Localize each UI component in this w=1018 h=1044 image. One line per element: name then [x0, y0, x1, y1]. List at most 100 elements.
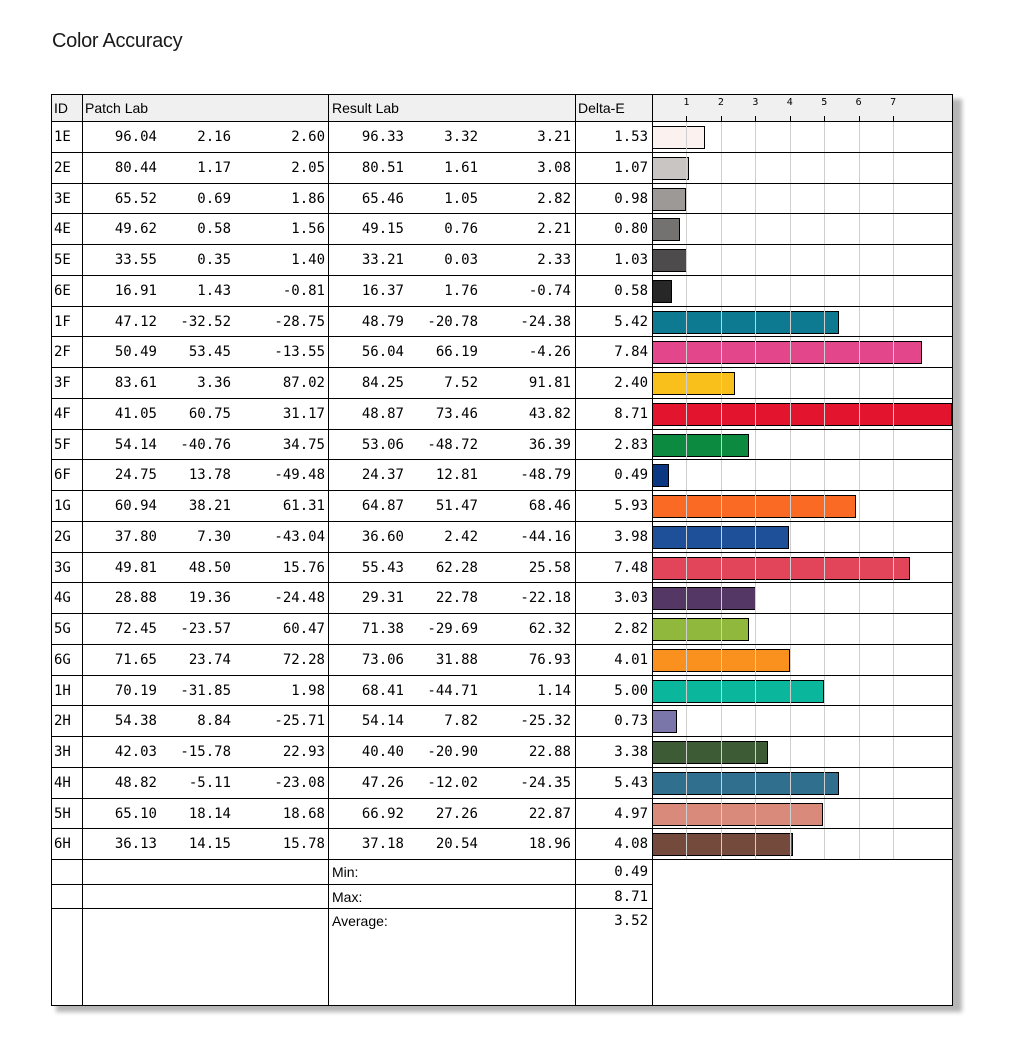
patch-a: 48.50 — [188, 559, 231, 576]
patch-l: 49.81 — [114, 559, 157, 576]
table-row: 3H 42.03 -15.78 22.93 40.40 -20.90 22.88 3.38 — [52, 737, 952, 768]
result-b: 18.96 — [528, 836, 571, 853]
grid-line — [893, 122, 895, 860]
delta-e-value: 2.82 — [614, 621, 648, 637]
result-l: 84.25 — [361, 375, 404, 391]
patch-b: 1.86 — [291, 190, 325, 207]
table-row: 1E 96.04 2.16 2.60 96.33 3.32 3.21 1.53 — [52, 122, 952, 153]
axis-tick — [893, 116, 895, 122]
row-divider — [52, 908, 652, 909]
delta-e-bar — [652, 372, 735, 395]
patch-l: 36.13 — [114, 836, 157, 853]
result-b: 3.08 — [537, 159, 571, 176]
patch-a: 8.84 — [197, 713, 231, 730]
delta-e-value: 1.03 — [614, 252, 648, 268]
row-id: 4E — [54, 221, 71, 238]
result-l: 47.26 — [361, 774, 404, 791]
axis-tick-label: 5 — [821, 97, 828, 108]
patch-b: 72.28 — [282, 651, 325, 668]
result-a: 0.03 — [444, 252, 478, 268]
patch-l: 28.88 — [114, 590, 157, 607]
patch-b: -43.04 — [274, 528, 325, 545]
row-divider — [52, 428, 952, 430]
result-l: 53.06 — [361, 436, 404, 453]
result-b: 2.21 — [537, 221, 571, 238]
result-l: 24.37 — [361, 467, 404, 484]
table-row: 4G 28.88 19.36 -24.48 29.31 22.78 -22.18 3.03 — [52, 583, 952, 614]
patch-l: 49.62 — [114, 221, 157, 238]
patch-l: 60.94 — [114, 498, 157, 514]
delta-e-value: 7.84 — [614, 344, 648, 361]
row-id: 3E — [54, 190, 71, 207]
table-row: 6F 24.75 13.78 -49.48 24.37 12.81 -48.79 0.49 — [52, 460, 952, 491]
result-b: 36.39 — [528, 436, 571, 453]
row-divider — [52, 274, 952, 276]
grid-line — [824, 122, 826, 860]
delta-e-value: 4.97 — [614, 805, 648, 822]
result-b: 22.87 — [528, 805, 571, 822]
summary-value: 8.71 — [614, 888, 648, 905]
result-l: 48.79 — [361, 313, 404, 330]
patch-b: -28.75 — [274, 313, 325, 330]
table-row: 6E 16.91 1.43 -0.81 16.37 1.76 -0.74 0.58 — [52, 276, 952, 307]
axis-tick-label: 1 — [683, 97, 690, 108]
result-a: 12.81 — [435, 467, 478, 484]
table-row: 4F 41.05 60.75 31.17 48.87 73.46 43.82 8.71 — [52, 399, 952, 430]
patch-b: -24.48 — [274, 590, 325, 607]
patch-l: 83.61 — [114, 375, 157, 391]
header-delta-e: Delta-E — [578, 100, 625, 116]
row-divider — [52, 736, 952, 737]
result-b: 2.33 — [537, 252, 571, 268]
patch-b: 31.17 — [282, 405, 325, 422]
row-divider — [52, 797, 952, 799]
patch-b: 1.98 — [291, 682, 325, 699]
table-row: 2F 50.49 53.45 -13.55 56.04 66.19 -4.26 7.84 — [52, 337, 952, 368]
row-divider — [52, 520, 952, 522]
result-a: 51.47 — [435, 498, 478, 514]
result-a: 2.42 — [444, 528, 478, 545]
table-row: 3G 49.81 48.50 15.76 55.43 62.28 25.58 7.48 — [52, 553, 952, 584]
result-l: 65.46 — [361, 190, 404, 207]
result-l: 66.92 — [361, 805, 404, 822]
result-a: -44.71 — [427, 682, 478, 699]
delta-e-value: 5.42 — [614, 313, 648, 330]
row-divider — [52, 397, 952, 399]
table-row: 5F 54.14 -40.76 34.75 53.06 -48.72 36.39 2.83 — [52, 430, 952, 461]
patch-a: 13.78 — [188, 467, 231, 484]
row-divider — [52, 490, 952, 491]
patch-l: 65.52 — [114, 190, 157, 207]
patch-l: 96.04 — [114, 129, 157, 145]
color-accuracy-table: ID Patch Lab Result Lab Delta-E 1E 96.04 2… — [51, 94, 953, 1006]
summary-value: 3.52 — [614, 913, 648, 929]
axis-tick-label: 2 — [717, 97, 724, 108]
result-b: 76.93 — [528, 651, 571, 668]
row-id: 3H — [54, 744, 71, 760]
result-b: 3.21 — [537, 129, 571, 145]
table-row: 2H 54.38 8.84 -25.71 54.14 7.82 -25.32 0.73 — [52, 706, 952, 737]
row-divider — [52, 244, 952, 245]
row-id: 1G — [54, 498, 71, 514]
header-id: ID — [54, 100, 68, 116]
result-a: -12.02 — [427, 774, 478, 791]
row-id: 1F — [54, 313, 71, 330]
delta-e-bar — [652, 187, 686, 211]
axis-tick — [686, 116, 688, 122]
delta-e-bar — [652, 249, 688, 272]
delta-e-bar — [652, 587, 757, 611]
row-divider — [52, 551, 952, 553]
row-id: 5F — [54, 436, 71, 453]
axis-tick-label: 4 — [786, 97, 793, 108]
patch-a: 23.74 — [188, 651, 231, 668]
row-id: 2F — [54, 344, 71, 361]
table-row: 5G 72.45 -23.57 60.47 71.38 -29.69 62.32 2.82 — [52, 614, 952, 645]
patch-l: 71.65 — [114, 651, 157, 668]
result-b: -24.35 — [520, 774, 571, 791]
summary-label: Max: — [332, 888, 363, 905]
patch-b: -13.55 — [274, 344, 325, 361]
result-a: 3.32 — [444, 129, 478, 145]
table-row: 4E 49.62 0.58 1.56 49.15 0.76 2.21 0.80 — [52, 214, 952, 245]
grid-line — [720, 122, 722, 860]
patch-b: 15.76 — [282, 559, 325, 576]
table-row: 3F 83.61 3.36 87.02 84.25 7.52 91.81 2.40 — [52, 368, 952, 399]
delta-e-value: 2.83 — [614, 436, 648, 453]
